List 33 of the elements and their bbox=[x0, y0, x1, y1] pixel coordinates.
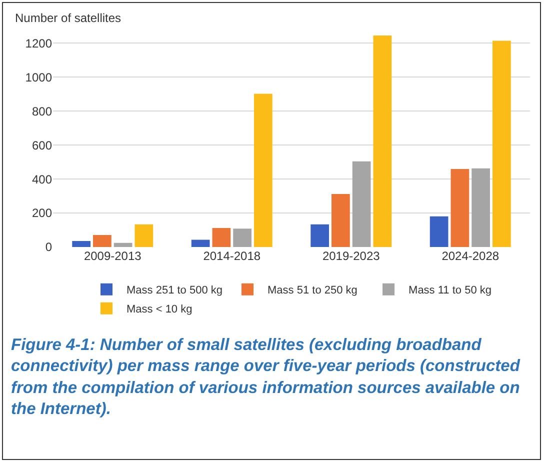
y-tick-label: 1000 bbox=[25, 70, 52, 84]
bar bbox=[332, 194, 350, 247]
bar bbox=[134, 224, 154, 247]
y-tick-label: 600 bbox=[32, 138, 52, 152]
bar bbox=[310, 224, 329, 247]
bar bbox=[72, 241, 90, 247]
legend-label: Mass < 10 kg bbox=[126, 304, 192, 316]
y-tick-label: 800 bbox=[32, 104, 52, 118]
bar bbox=[373, 36, 392, 247]
bar bbox=[450, 169, 470, 247]
legend-label: Mass 51 to 250 kg bbox=[268, 284, 358, 297]
bar bbox=[233, 228, 252, 247]
bar bbox=[212, 228, 231, 247]
bar bbox=[191, 240, 210, 247]
y-tick-label: 200 bbox=[32, 206, 52, 220]
bar bbox=[472, 168, 490, 247]
y-axis-title: Number of satellites bbox=[15, 11, 122, 25]
y-tick-label: 1200 bbox=[25, 36, 52, 50]
bar bbox=[254, 94, 272, 247]
bar bbox=[114, 242, 132, 247]
x-tick-label: 2024-2028 bbox=[442, 249, 500, 263]
x-tick-label: 2014-2018 bbox=[203, 249, 261, 263]
y-tick-label: 400 bbox=[32, 172, 52, 186]
legend-label: Mass 11 to 50 kg bbox=[408, 284, 492, 297]
legend-label: Mass 251 to 500 kg bbox=[126, 284, 223, 297]
bar bbox=[492, 40, 511, 247]
bar bbox=[352, 161, 371, 247]
y-tick-label: 0 bbox=[45, 240, 52, 254]
bar bbox=[430, 216, 448, 247]
caption: Figure 4-1: Number of small satellites (excluding broadband connectivity) per mass range over five-year periods (constructed from the compilation of various information sources available on the Internet). bbox=[11, 335, 522, 420]
bar bbox=[93, 234, 112, 247]
x-tick-label: 2009-2013 bbox=[84, 249, 142, 263]
x-tick-label: 2019-2023 bbox=[322, 249, 380, 263]
